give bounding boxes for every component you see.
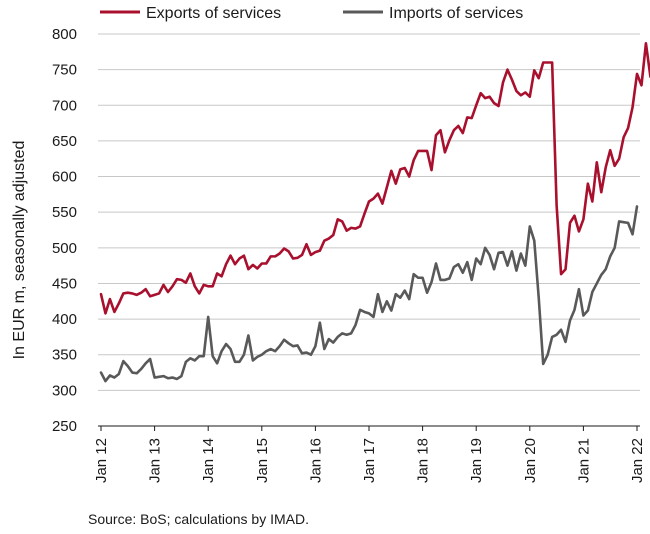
x-axis-ticks: Jan 12 Jan 13 Jan 14 Jan 15 Jan 16 Jan 17 Jan …: [93, 426, 646, 483]
y-tick-label: 250: [52, 418, 77, 435]
legend-label-imports: Imports of services: [389, 5, 523, 22]
x-tick-label: Jan 19: [468, 438, 485, 483]
series-line-imports: [99, 205, 639, 383]
y-tick-label: 750: [52, 62, 77, 79]
x-tick-label: Jan 17: [361, 438, 378, 483]
y-tick-label: 400: [52, 311, 77, 328]
x-tick-label: Jan 21: [575, 438, 592, 483]
y-tick-label: 800: [52, 26, 77, 43]
y-axis-ticks: 250 300 350 400 450 500 550 600 650 700 750 800: [52, 26, 77, 435]
series-lines: [99, 41, 650, 383]
y-axis-title: In EUR m, seasonally adjusted: [11, 141, 28, 360]
y-tick-label: 650: [52, 133, 77, 150]
y-tick-label: 450: [52, 275, 77, 292]
x-tick-label: Jan 18: [415, 438, 432, 483]
series-line-exports: [99, 41, 650, 315]
y-tick-label: 350: [52, 347, 77, 364]
x-tick-label: Jan 16: [307, 438, 324, 483]
y-tick-label: 300: [52, 382, 77, 399]
gridlines: [98, 33, 640, 427]
y-tick-label: 700: [52, 97, 77, 114]
y-tick-label: 600: [52, 169, 77, 186]
legend-label-exports: Exports of services: [146, 5, 281, 22]
legend: Exports of services Imports of services: [100, 5, 523, 22]
y-tick-label: 500: [52, 240, 77, 257]
x-tick-label: Jan 13: [147, 438, 164, 483]
x-tick-label: Jan 14: [200, 438, 217, 483]
x-tick-label: Jan 15: [254, 438, 271, 483]
source-note: Source: BoS; calculations by IMAD.: [88, 511, 309, 527]
x-tick-label: Jan 20: [522, 438, 539, 483]
x-tick-label: Jan 22: [629, 438, 646, 483]
x-tick-label: Jan 12: [93, 438, 110, 483]
y-tick-label: 550: [52, 204, 77, 221]
